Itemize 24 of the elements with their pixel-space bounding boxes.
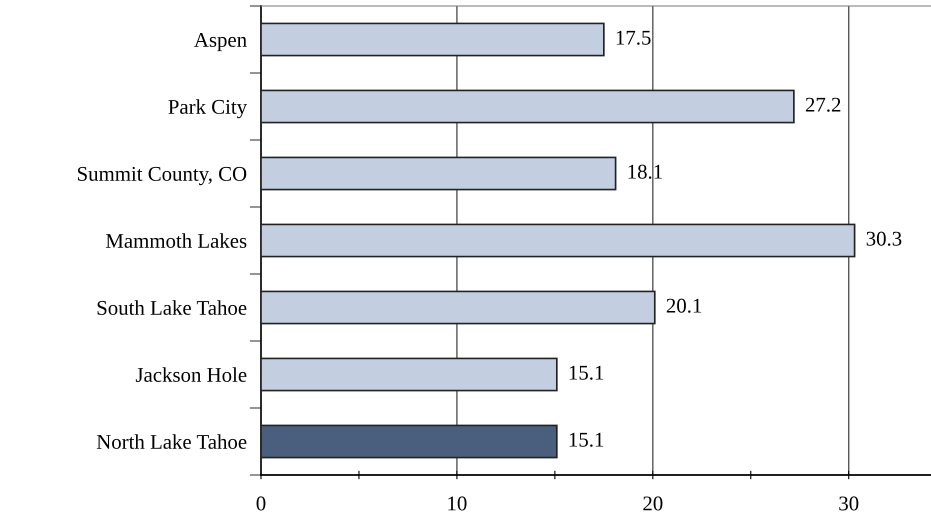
data-label: 17.5: [616, 30, 651, 45]
y-tick-label: Mammoth Lakes: [106, 233, 246, 248]
data-label: 30.3: [866, 232, 902, 246]
x-tick-label: 20: [643, 496, 662, 510]
y-tick-label: Summit County, CO: [78, 166, 246, 186]
y-tick-label: Jackson Hole: [136, 367, 246, 382]
bar: [261, 22, 605, 56]
y-tick-label: Aspen: [194, 32, 247, 52]
y-tick-label: South Lake Tahoe: [98, 300, 246, 315]
data-label: 15.1: [570, 366, 604, 380]
data-label: 20.1: [666, 298, 702, 313]
x-tick-label: 10: [448, 496, 467, 510]
data-label: 15.1: [570, 432, 604, 447]
bar: [261, 156, 616, 190]
bar: [261, 224, 856, 258]
bar: [261, 358, 558, 392]
bar: [261, 424, 558, 458]
data-label: 27.2: [806, 98, 840, 112]
bar: [261, 90, 795, 124]
bar: [261, 290, 656, 324]
x-tick-label: 0: [256, 496, 266, 510]
x-tick-label: 30: [839, 496, 858, 510]
y-tick-label: North Lake Tahoe: [96, 434, 246, 449]
y-tick-label: Park City: [168, 99, 248, 118]
